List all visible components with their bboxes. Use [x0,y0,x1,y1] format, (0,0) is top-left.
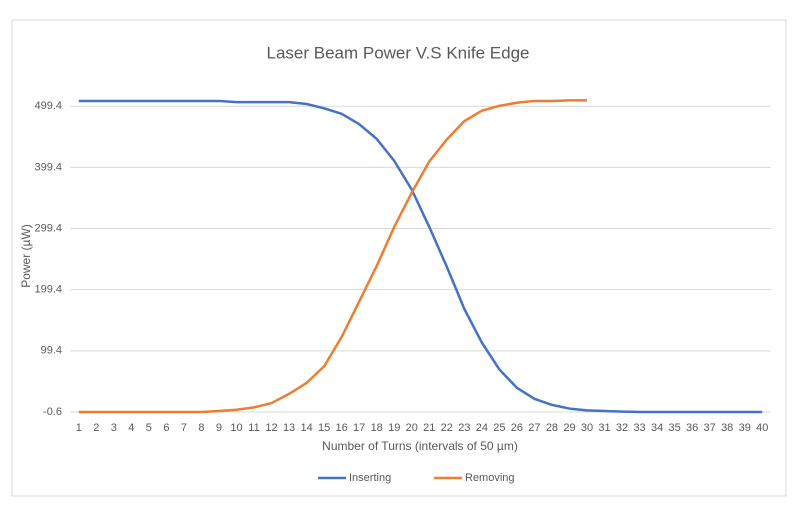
chart-title: Laser Beam Power V.S Knife Edge [266,43,529,62]
x-tick-label: 5 [146,422,152,434]
x-tick-label: 7 [181,422,187,434]
x-tick-label: 17 [353,422,365,434]
x-tick-label: 40 [756,422,768,434]
y-tick-label: 99.4 [41,345,62,357]
legend-label: Removing [465,472,515,484]
legend-label: Inserting [349,472,391,484]
x-tick-label: 39 [739,422,751,434]
x-tick-label: 37 [704,422,716,434]
y-tick-label: 399.4 [34,161,62,173]
x-tick-label: 3 [111,422,117,434]
x-tick-label: 23 [458,422,470,434]
x-tick-label: 10 [230,422,242,434]
x-tick-label: 15 [318,422,330,434]
x-tick-label: 11 [248,422,259,434]
x-tick-label: 18 [371,422,383,434]
x-tick-label: 21 [423,422,435,434]
x-tick-label: 1 [76,422,82,434]
x-tick-label: 24 [476,422,488,434]
x-tick-label: 9 [216,422,222,434]
x-tick-label: 12 [265,422,277,434]
x-tick-label: 29 [563,422,575,434]
x-tick-label: 30 [581,422,593,434]
x-tick-label: 8 [198,422,204,434]
x-tick-label: 16 [336,422,348,434]
y-tick-label: -0.6 [43,406,62,418]
line-series [78,99,763,414]
y-tick-label: 499.4 [34,100,62,112]
x-tick-label: 26 [511,422,523,434]
x-tick-label: 36 [686,422,698,434]
x-tick-label: 35 [668,422,680,434]
x-tick-label: 4 [128,422,134,434]
y-tick-label: 299.4 [34,222,62,234]
x-tick-label: 20 [406,422,418,434]
x-tick-label: 34 [651,422,663,434]
x-tick-label: 6 [163,422,169,434]
x-tick-label: 22 [441,422,453,434]
x-tick-label: 25 [493,422,505,434]
chart-border [11,19,787,497]
x-tick-label: 27 [528,422,540,434]
y-tick-label: 199.4 [34,284,62,296]
x-tick-label: 33 [633,422,645,434]
x-tick-label: 38 [721,422,733,434]
x-tick-label: 13 [283,422,295,434]
line-series [78,99,587,414]
x-tick-label: 2 [93,422,99,434]
x-tick-label: 28 [546,422,558,434]
x-axis-label: Number of Turns (intervals of 50 µm) [322,439,518,453]
x-tick-label: 31 [598,422,610,434]
x-tick-label: 32 [616,422,628,434]
x-tick-label: 14 [300,422,312,434]
x-tick-label: 19 [388,422,400,434]
y-axis-label: Power (µW) [19,224,33,288]
